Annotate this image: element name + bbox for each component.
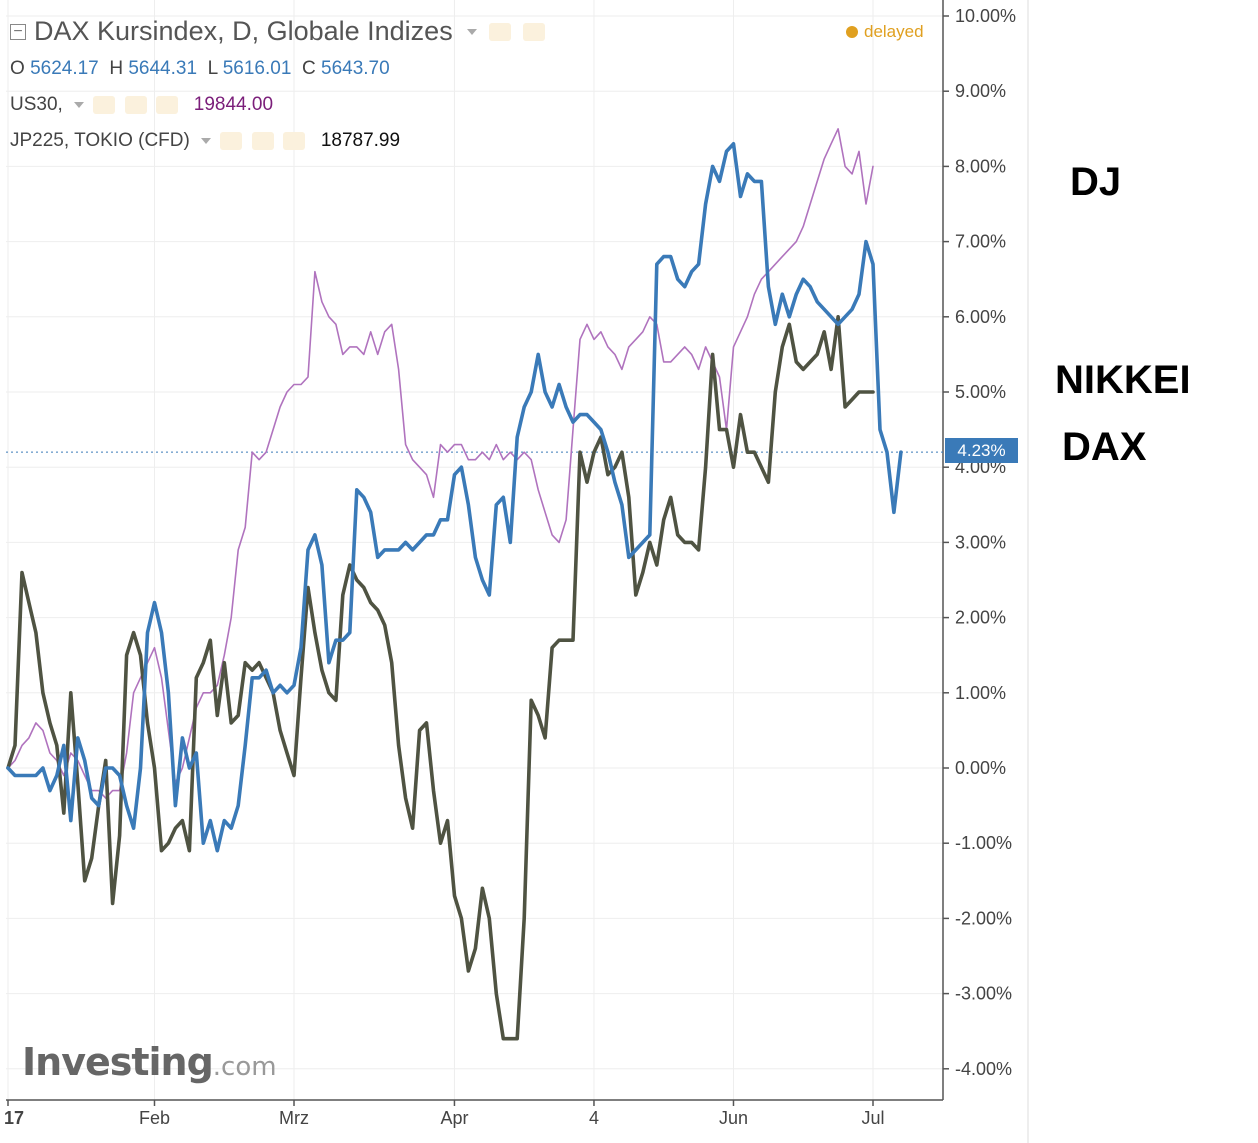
eye-icon[interactable] <box>93 95 116 114</box>
eye-icon[interactable] <box>220 131 243 150</box>
x-tick-label: Jul <box>861 1108 884 1128</box>
delayed-status: delayed <box>846 22 924 42</box>
x-tick-label: 4 <box>589 1108 599 1128</box>
chevron-down-icon[interactable] <box>201 137 212 144</box>
us30-symbol[interactable]: US30, <box>10 94 63 115</box>
chart-title[interactable]: DAX Kursindex, D, Globale Indizes <box>34 16 453 46</box>
collapse-icon[interactable]: − <box>10 23 26 40</box>
annotation-nikkei: NIKKEI <box>1055 358 1191 402</box>
y-tick-label: 5.00% <box>955 382 1006 402</box>
chart-panel: 10.00% 9.00% 8.00% 7.00% 6.00% 5.00% 4.00% 3.00… <box>0 0 1030 1143</box>
compare-row-jp225: JP225, TOKIO (CFD) 18787.99 <box>10 130 400 152</box>
y-tick-label: -2.00% <box>955 908 1012 928</box>
status-dot-icon <box>846 26 858 38</box>
y-tick-label: 7.00% <box>955 232 1006 252</box>
investing-logo: Investing.com <box>22 1040 277 1084</box>
settings-icon[interactable] <box>488 22 511 41</box>
low-label: L <box>207 58 218 79</box>
chevron-down-icon[interactable] <box>466 28 477 35</box>
high-value: 5644.31 <box>128 58 198 79</box>
y-axis-ticks: 10.00%9.00%8.00%7.00%6.00%5.00%4.00%3.00… <box>943 6 1016 1079</box>
x-axis-ticks: 17 Feb Mrz Apr 4 Jun Jul <box>4 1100 885 1128</box>
annotation-dj: DJ <box>1070 160 1122 204</box>
series-lines <box>6 128 903 1041</box>
y-tick-label: -4.00% <box>955 1059 1012 1079</box>
compare-row-us30: US30, 19844.00 <box>10 94 273 116</box>
x-tick-label: Jun <box>719 1108 748 1128</box>
y-tick-label: 6.00% <box>955 307 1006 327</box>
y-tick-label: -3.00% <box>955 984 1012 1004</box>
x-tick-label: 17 <box>4 1108 24 1128</box>
series-line-jp225 <box>6 314 875 1041</box>
y-tick-label: 9.00% <box>955 81 1006 101</box>
y-tick-label: 2.00% <box>955 608 1006 628</box>
close-icon[interactable] <box>522 22 545 41</box>
low-value: 5616.01 <box>222 58 292 79</box>
chart-title-row: − DAX Kursindex, D, Globale Indizes <box>10 16 545 47</box>
y-tick-label: -1.00% <box>955 833 1012 853</box>
close-label: C <box>301 58 316 79</box>
chevron-down-icon[interactable] <box>74 101 85 108</box>
close-value: 5643.70 <box>321 58 390 79</box>
ohlc-row: O 5624.17 H 5644.31 L 5616.01 C 5643.70 <box>10 58 390 80</box>
delayed-label: delayed <box>864 22 924 41</box>
jp225-value: 18787.99 <box>320 130 401 151</box>
x-tick-label: Apr <box>440 1108 468 1128</box>
open-label: O <box>10 58 25 79</box>
annotation-dax: DAX <box>1062 425 1147 469</box>
axes <box>6 0 1029 1143</box>
y-tick-label: 0.00% <box>955 758 1006 778</box>
us30-value: 19844.00 <box>193 94 274 115</box>
x-tick-label: Mrz <box>279 1108 309 1128</box>
series-line-dax <box>6 142 903 853</box>
x-tick-label: Feb <box>139 1108 170 1128</box>
high-label: H <box>109 58 124 79</box>
chart-canvas[interactable]: 10.00%9.00%8.00%7.00%6.00%5.00%4.00%3.00… <box>0 0 1030 1143</box>
y-tick-label: 1.00% <box>955 683 1006 703</box>
settings-icon[interactable] <box>124 95 147 114</box>
close-icon[interactable] <box>282 131 305 150</box>
logo-suffix: .com <box>212 1052 277 1082</box>
series-line-us30 <box>7 128 874 799</box>
jp225-symbol[interactable]: JP225, TOKIO (CFD) <box>10 130 190 151</box>
current-value-tag: 4.23% <box>945 438 1018 463</box>
open-value: 5624.17 <box>30 58 99 79</box>
y-tick-label: 10.00% <box>955 6 1016 26</box>
close-icon[interactable] <box>155 95 178 114</box>
logo-main: Investing <box>22 1040 214 1084</box>
y-tick-label: 3.00% <box>955 532 1006 552</box>
settings-icon[interactable] <box>251 131 274 150</box>
y-tick-label: 8.00% <box>955 156 1006 176</box>
